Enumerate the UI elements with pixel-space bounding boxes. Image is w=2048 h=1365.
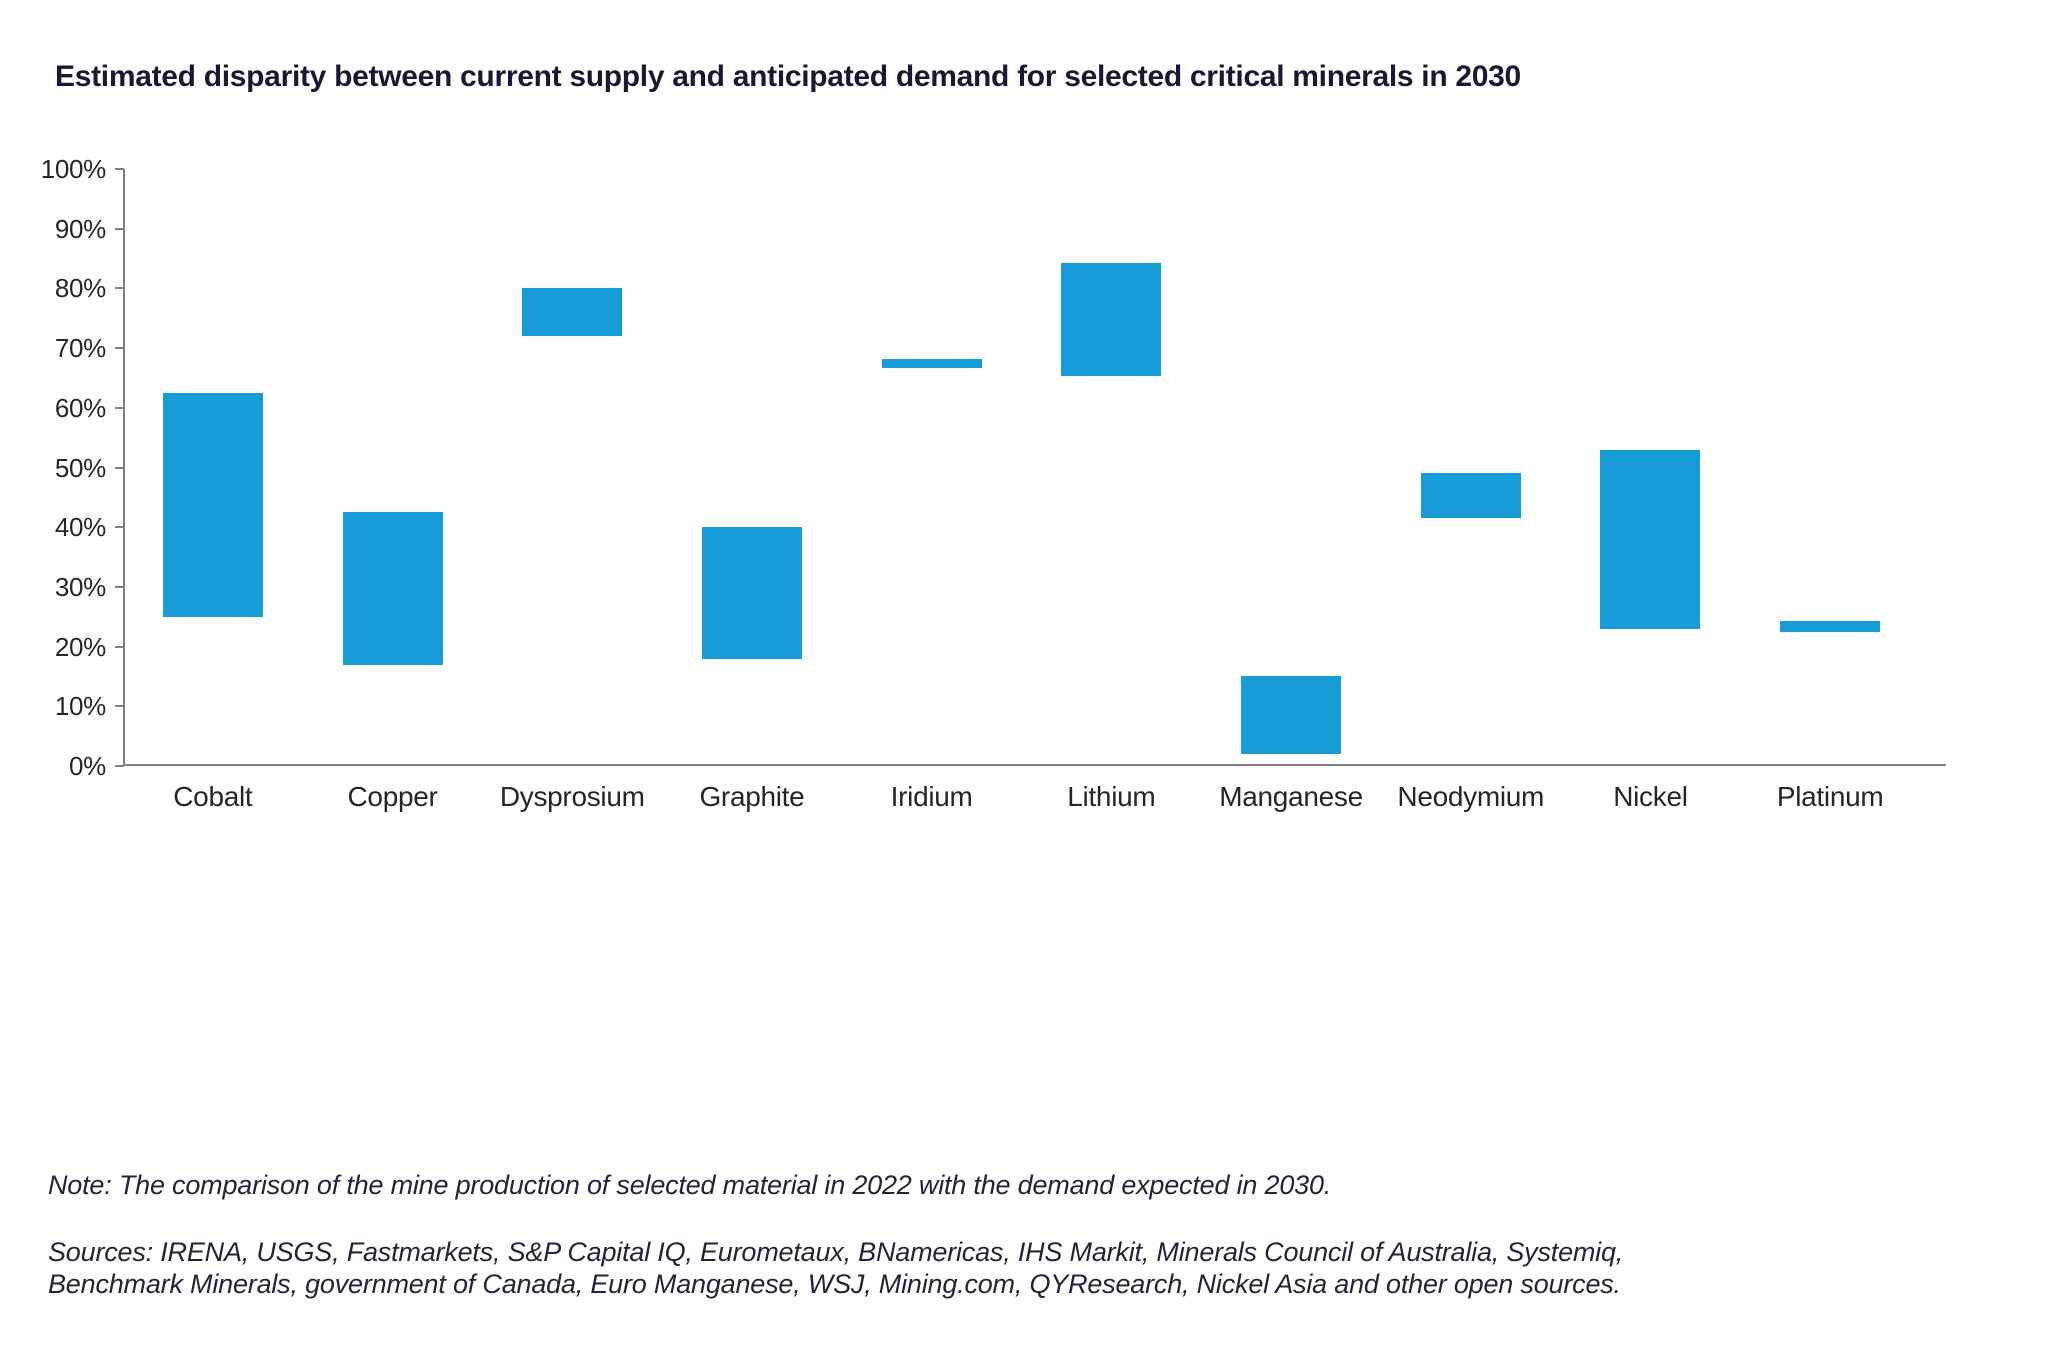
y-tick-mark [115,585,124,588]
chart-note: Note: The comparison of the mine product… [48,1170,1332,1200]
bar-graphite [701,527,802,659]
x-category-label: Neodymium [1397,781,1545,812]
y-tick-label: 40% [54,512,106,543]
x-category-label: Lithium [1067,781,1156,812]
y-tick-label: 10% [54,691,106,722]
x-category-label: Iridium [890,781,973,812]
y-tick-mark [115,347,124,350]
bar-iridium [881,358,982,368]
y-tick-label: 60% [54,392,106,423]
chart-sources: Sources: IRENA, USGS, Fastmarkets, S&P C… [48,1236,1748,1300]
y-tick-mark [115,227,124,230]
y-tick-label: 70% [54,333,106,364]
bar-cobalt [162,392,263,617]
bar-nickel [1600,449,1701,629]
y-tick-mark [115,705,124,708]
plot-area [123,169,1946,766]
y-tick-label: 50% [54,452,106,483]
bar-copper [342,512,443,665]
bar-neodymium [1420,473,1521,519]
y-tick-mark [115,645,124,648]
x-category-label: Graphite [699,781,805,812]
y-tick-mark [115,765,124,767]
bar-lithium [1061,262,1162,377]
sources-line-1: Sources: IRENA, USGS, Fastmarkets, S&P C… [48,1237,1624,1267]
y-tick-label: 20% [54,631,106,662]
chart-title: Estimated disparity between current supp… [55,60,1521,93]
x-category-label: Manganese [1219,781,1363,812]
y-tick-mark [115,466,124,469]
bar-dysprosium [522,288,623,337]
y-tick-label: 30% [54,571,106,602]
y-tick-label: 0% [69,751,106,781]
x-category-label: Dysprosium [499,781,645,812]
y-tick-mark [115,406,124,409]
bar-manganese [1241,676,1342,755]
x-category-label: Nickel [1613,781,1688,812]
bar-platinum [1780,620,1881,632]
x-category-label: Cobalt [173,781,253,812]
y-tick-label: 100% [40,154,107,184]
sources-line-2: Benchmark Minerals, government of Canada… [48,1269,1621,1299]
y-tick-label: 90% [54,213,106,244]
y-tick-mark [115,168,124,170]
y-tick-mark [115,526,124,529]
x-category-label: Copper [347,781,438,812]
y-tick-label: 80% [54,273,106,304]
x-category-label: Platinum [1776,781,1884,812]
y-tick-mark [115,287,124,290]
